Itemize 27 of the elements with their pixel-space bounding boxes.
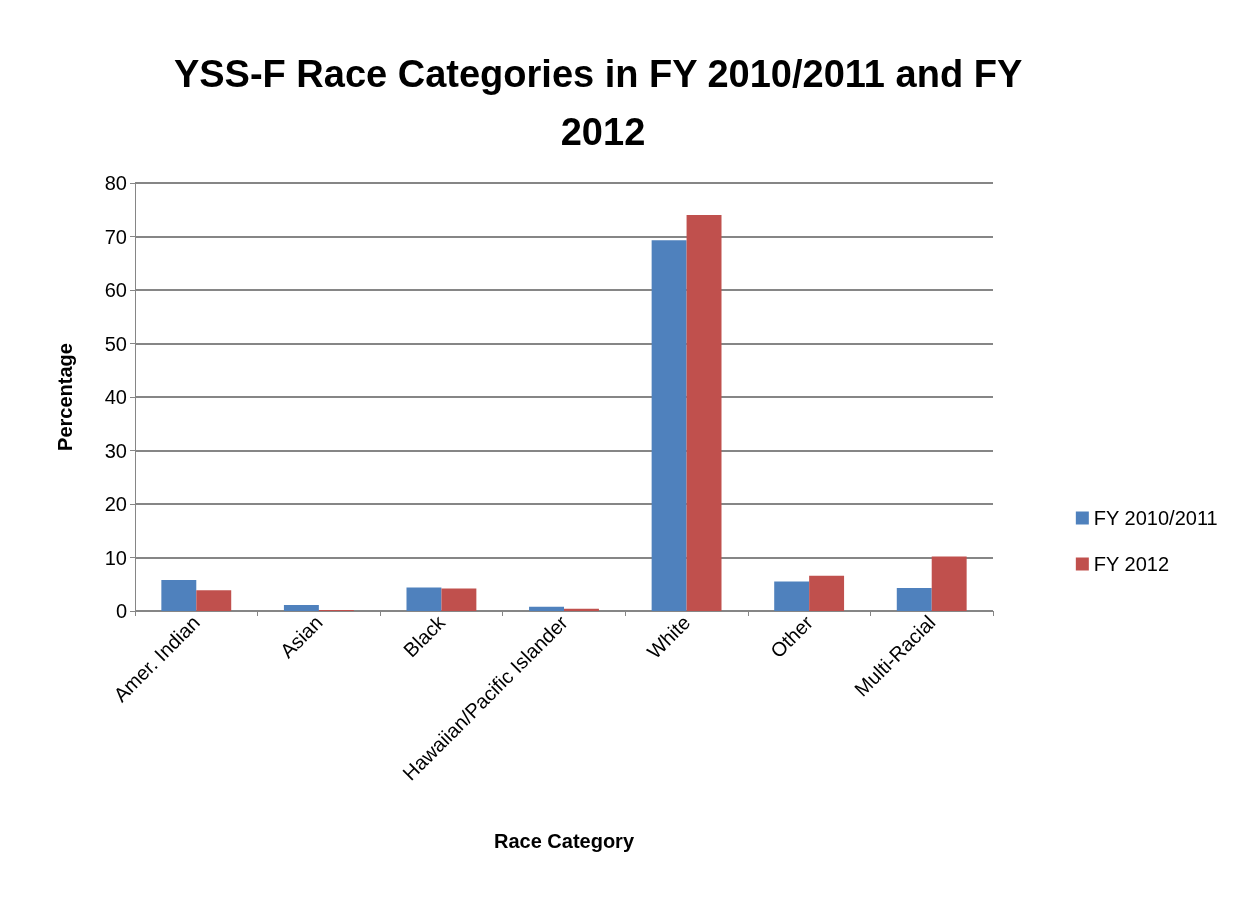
bar bbox=[686, 215, 722, 611]
bar bbox=[283, 605, 319, 611]
bar bbox=[931, 556, 967, 611]
y-tick-label: 80 bbox=[104, 172, 127, 194]
bar bbox=[896, 588, 932, 611]
bar bbox=[441, 588, 477, 611]
bar bbox=[774, 581, 810, 611]
bar bbox=[529, 606, 564, 611]
y-tick-label: 50 bbox=[104, 332, 127, 355]
y-tick-label: 10 bbox=[104, 546, 127, 569]
y-tick-label: 20 bbox=[104, 493, 127, 515]
bar bbox=[564, 608, 599, 611]
y-tick-label: 40 bbox=[104, 386, 127, 408]
y-tick-label: 60 bbox=[104, 279, 127, 301]
bar bbox=[406, 587, 442, 611]
bar bbox=[196, 590, 232, 611]
y-tick-label: 30 bbox=[104, 439, 127, 462]
y-tick-label: 0 bbox=[115, 600, 127, 622]
bar bbox=[161, 579, 197, 611]
legend-label: FY 2012 bbox=[1093, 553, 1170, 575]
y-tick-label: 70 bbox=[104, 225, 127, 248]
x-axis-title: Race Category bbox=[493, 830, 635, 852]
bar bbox=[809, 575, 845, 611]
y-axis-title: Percentage bbox=[54, 343, 76, 451]
bar bbox=[651, 240, 687, 611]
chart-title: YSS-F Race Categories in FY 2010/2011 and FY 2012 bbox=[173, 53, 1033, 153]
legend-label: FY 2010/2011 bbox=[1093, 507, 1218, 529]
